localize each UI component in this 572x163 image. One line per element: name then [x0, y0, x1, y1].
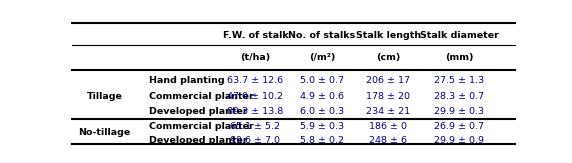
Text: Commercial planter: Commercial planter: [149, 122, 254, 131]
Text: 5.0 ± 0.7: 5.0 ± 0.7: [300, 76, 344, 85]
Text: 47.0 ± 10.2: 47.0 ± 10.2: [228, 92, 284, 101]
Text: 178 ± 20: 178 ± 20: [367, 92, 411, 101]
Text: Tillage: Tillage: [87, 92, 122, 101]
Text: 186 ± 0: 186 ± 0: [370, 122, 407, 131]
Text: 4.9 ± 0.6: 4.9 ± 0.6: [300, 92, 344, 101]
Text: 6.0 ± 0.3: 6.0 ± 0.3: [300, 107, 344, 116]
Text: 29.9 ± 0.9: 29.9 ± 0.9: [434, 136, 484, 145]
Text: (/m²): (/m²): [309, 53, 335, 62]
Text: 89.3 ± 13.8: 89.3 ± 13.8: [227, 107, 284, 116]
Text: 5.9 ± 0.3: 5.9 ± 0.3: [300, 122, 344, 131]
Text: Commercial planter: Commercial planter: [149, 92, 254, 101]
Text: Stalk diameter: Stalk diameter: [420, 31, 499, 40]
Text: (mm): (mm): [445, 53, 474, 62]
Text: 206 ± 17: 206 ± 17: [367, 76, 411, 85]
Text: 99.6 ± 7.0: 99.6 ± 7.0: [231, 136, 280, 145]
Text: 27.5 ± 1.3: 27.5 ± 1.3: [434, 76, 484, 85]
Text: Developed planter: Developed planter: [149, 136, 248, 145]
Text: 29.9 ± 0.3: 29.9 ± 0.3: [434, 107, 484, 116]
Text: Hand planting: Hand planting: [149, 76, 225, 85]
Text: No. of stalks: No. of stalks: [288, 31, 356, 40]
Text: 26.9 ± 0.7: 26.9 ± 0.7: [434, 122, 484, 131]
Text: 28.3 ± 0.7: 28.3 ± 0.7: [434, 92, 484, 101]
Text: 63.7 ± 12.6: 63.7 ± 12.6: [228, 76, 284, 85]
Text: 65.1 ± 5.2: 65.1 ± 5.2: [231, 122, 280, 131]
Text: 5.8 ± 0.2: 5.8 ± 0.2: [300, 136, 344, 145]
Text: No-tillage: No-tillage: [78, 128, 131, 137]
Text: Developed planter: Developed planter: [149, 107, 248, 116]
Text: 248 ± 6: 248 ± 6: [370, 136, 407, 145]
Text: Stalk length: Stalk length: [356, 31, 421, 40]
Text: (t/ha): (t/ha): [240, 53, 271, 62]
Text: (cm): (cm): [376, 53, 400, 62]
Text: F.W. of stalk: F.W. of stalk: [223, 31, 288, 40]
Text: 234 ± 21: 234 ± 21: [367, 107, 411, 116]
